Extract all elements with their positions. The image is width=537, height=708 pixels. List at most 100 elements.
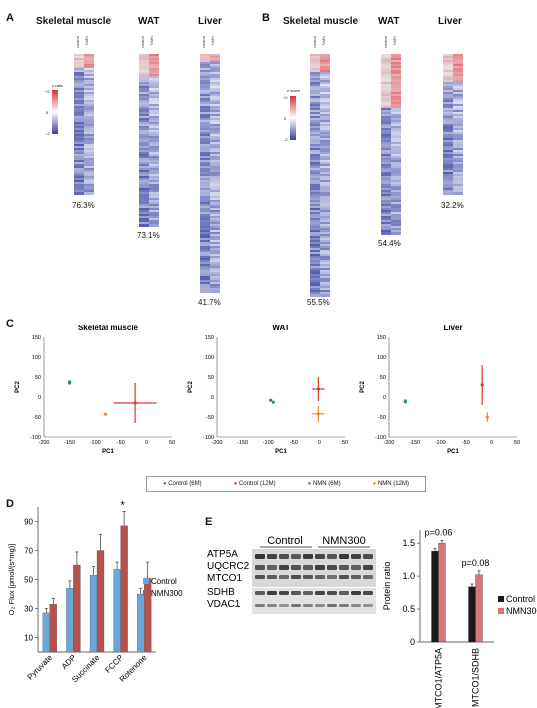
heatmap-cell (310, 122, 320, 125)
heatmap-cell (391, 88, 401, 91)
heatmap-b-muscle (310, 54, 330, 297)
heatmap-cell (210, 286, 220, 289)
y-tick-label: 0 (383, 395, 386, 401)
heatmap-cell (200, 184, 210, 187)
heatmap-cell (200, 254, 210, 257)
heatmap-cell (391, 94, 401, 97)
heatmap-cell (443, 132, 453, 135)
y-axis-label: O₂ Flux [pmol/(s*mg)] (7, 544, 16, 616)
heatmap-cell (381, 206, 391, 209)
heatmap-cell (84, 136, 94, 139)
heatmap-cell (381, 98, 391, 101)
heatmap-cell (139, 164, 149, 167)
heatmap-cell (139, 78, 149, 81)
heatmap-cell (443, 174, 453, 177)
flux-bar (66, 588, 74, 653)
heatmap-cell (139, 54, 149, 57)
heatmap-cell (200, 160, 210, 163)
heatmap-cell (139, 66, 149, 69)
heatmap-cell (320, 66, 330, 69)
heatmap-cell (320, 118, 330, 121)
heatmap-cell (84, 188, 94, 191)
blot-band (279, 554, 289, 559)
heatmap-cell (200, 148, 210, 151)
heatmap-cell (453, 172, 463, 175)
heatmap-cell (200, 114, 210, 117)
heatmap-cell (443, 186, 453, 189)
heatmap-cell (210, 146, 220, 149)
heatmap-cell (391, 122, 401, 125)
heatmap-cell (320, 70, 330, 73)
legend-dot-icon: ● (307, 481, 312, 487)
blot-band (255, 575, 265, 579)
blot-band (267, 565, 277, 570)
heatmap-cell (381, 80, 391, 83)
heatmap-cell (149, 118, 159, 121)
heatmap-cell (200, 284, 210, 287)
p-value-label: p=0.06 (425, 528, 453, 538)
heatmap-cell (210, 74, 220, 77)
heatmap-cell (200, 74, 210, 77)
heatmap-cell (74, 180, 84, 183)
heatmap-cell (443, 180, 453, 183)
heatmap-cell (381, 92, 391, 95)
heatmap-cell (200, 138, 210, 141)
heatmap-cell (391, 66, 401, 69)
heatmap-cell (84, 88, 94, 91)
heatmap-cell (391, 90, 401, 93)
heatmap-cell (453, 56, 463, 59)
heatmap-cell (210, 62, 220, 65)
heatmap-cell (210, 108, 220, 111)
heatmap-cell (149, 210, 159, 213)
heatmap-cell (200, 102, 210, 105)
heatmap-cell (391, 180, 401, 183)
heatmap-cell (453, 98, 463, 101)
heatmap-cell (443, 166, 453, 169)
heatmap-cell (391, 114, 401, 117)
heatmap-cell (74, 56, 84, 59)
heatmap-cell (210, 114, 220, 117)
heatmap-cell (453, 76, 463, 79)
heatmap-cell (381, 136, 391, 139)
heatmap-cell (381, 172, 391, 175)
heatmap-cell (210, 182, 220, 185)
heatmap-cell (139, 138, 149, 141)
heatmap-cell (139, 130, 149, 133)
heatmap-cell (310, 274, 320, 277)
heatmap-cell (381, 78, 391, 81)
heatmap-cell (381, 164, 391, 167)
heatmap-cell (74, 146, 84, 149)
heatmap-cell (74, 64, 84, 67)
heatmap-cell (210, 186, 220, 189)
heatmap-cell (320, 146, 330, 149)
heatmap-cell (84, 150, 94, 153)
heatmap-cell (310, 200, 320, 203)
heatmap-cell (320, 116, 330, 119)
heatmap-cell (200, 266, 210, 269)
heatmap-cell (320, 60, 330, 63)
heatmap-cell (200, 170, 210, 173)
heatmap-cell (320, 156, 330, 159)
blot-band (267, 575, 277, 579)
heatmap-cell (149, 116, 159, 119)
blot-band (339, 575, 349, 579)
heatmap-cell (381, 166, 391, 169)
heatmap-cell (200, 118, 210, 121)
scale-bar-a-mid: 0 (46, 110, 49, 115)
heatmap-cell (84, 178, 94, 181)
heatmap-cell (391, 160, 401, 163)
heatmap-cell (310, 90, 320, 93)
heatmap-cell (310, 74, 320, 77)
heatmap-cell (443, 114, 453, 117)
heatmap-cell (320, 240, 330, 243)
heatmap-cell (310, 240, 320, 243)
heatmap-a-wat-col1: control (140, 36, 145, 49)
x-tick-label: MTCO1/ATP5A (434, 648, 444, 708)
heatmap-cell (210, 188, 220, 191)
heatmap-cell (381, 54, 391, 57)
heatmap-cell (200, 108, 210, 111)
heatmap-cell (139, 80, 149, 83)
heatmap-cell (310, 128, 320, 131)
heatmap-cell (210, 210, 220, 213)
x-tick-label: 0 (145, 440, 148, 446)
